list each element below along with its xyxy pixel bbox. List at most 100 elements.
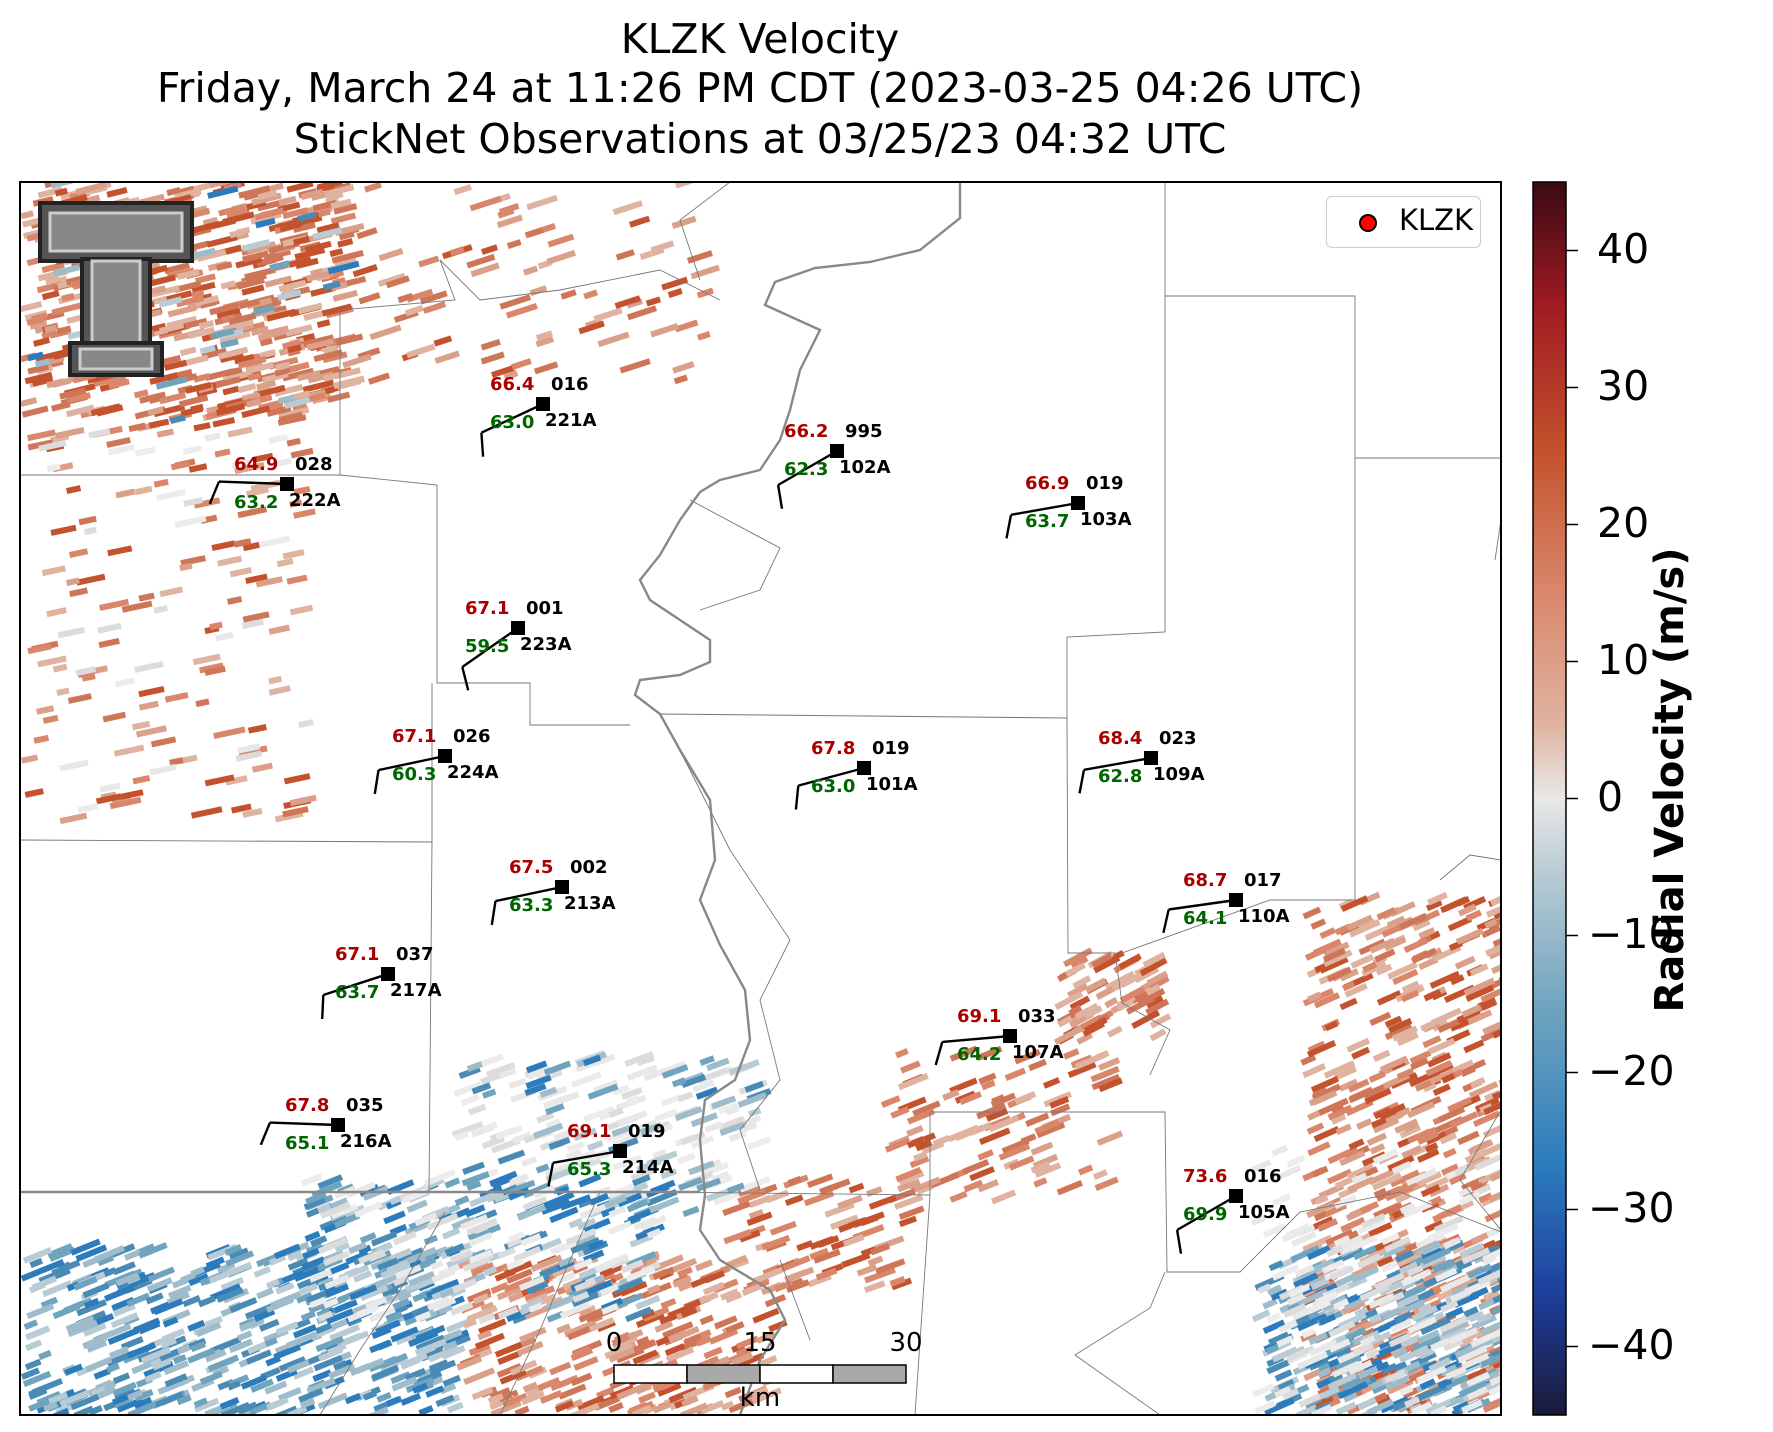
radar-gate (36, 705, 55, 715)
radar-gate (1346, 1037, 1371, 1053)
radar-gate (314, 1322, 333, 1335)
station-dewpoint: 62.3 (784, 459, 828, 480)
radar-gate (1459, 1242, 1485, 1259)
radar-gate (626, 1198, 649, 1213)
radar-gate (52, 264, 80, 277)
radar-gate (449, 246, 465, 257)
radar-gate (1440, 1300, 1459, 1313)
radar-gate (1271, 1164, 1302, 1183)
radar-gate (1094, 1176, 1119, 1191)
radar-gate (583, 289, 598, 300)
radar-gate (368, 372, 391, 385)
radar-gate (162, 354, 182, 365)
radar-gate (490, 1399, 522, 1415)
radar-gate (215, 403, 246, 416)
station-marker-icon (331, 1118, 345, 1132)
radar-gate (235, 750, 262, 762)
radar-gate (718, 1115, 746, 1131)
radar-gate (1403, 1369, 1428, 1385)
radar-gate (547, 233, 575, 248)
radar-gate (1327, 1104, 1353, 1121)
radar-gate (642, 1306, 670, 1322)
radar-gate (85, 1356, 113, 1373)
radar-gate (1432, 1204, 1463, 1223)
radar-gate (567, 1324, 596, 1341)
station-marker-icon (1144, 751, 1158, 765)
radar-gate (636, 1054, 655, 1067)
radar-gate (505, 303, 538, 319)
radar-gate (632, 1349, 659, 1365)
radar-gate (739, 1229, 761, 1243)
radar-gate (77, 803, 99, 814)
radar-gate (115, 488, 136, 499)
radar-gate (1294, 1264, 1315, 1278)
radar-gate (570, 1237, 601, 1254)
radar-gate (275, 1321, 299, 1336)
radar-gate (784, 1266, 815, 1283)
radar-gate (1301, 1328, 1316, 1339)
radar-gate (1347, 1078, 1370, 1093)
radar-gate (578, 1307, 605, 1323)
station-temperature: 68.4 (1098, 728, 1142, 749)
radar-gate (1479, 1103, 1493, 1114)
radar-gate (1054, 990, 1084, 1010)
radar-gate (108, 378, 130, 390)
radar-gate (190, 247, 217, 260)
radar-gate (1398, 1385, 1414, 1397)
radar-gate (1104, 970, 1136, 991)
radar-gate (1323, 941, 1350, 958)
radar-gate (1405, 1167, 1438, 1187)
radar-gate (1480, 987, 1501, 1003)
radar-gate (521, 1156, 537, 1167)
radar-gate (533, 361, 559, 375)
radar-gate (419, 290, 448, 305)
radar-gate (126, 1342, 157, 1359)
radar-gate (1489, 1166, 1501, 1182)
radar-gate (113, 1303, 136, 1317)
radar-gate (1453, 1164, 1470, 1176)
radar-gate (514, 1405, 530, 1415)
radar-gate (1448, 1327, 1479, 1345)
radar-gate (1298, 1393, 1322, 1408)
radar-gate (206, 234, 238, 248)
radar-gate (674, 319, 699, 333)
radar-gate (31, 1377, 64, 1396)
radar-gate (150, 736, 177, 748)
radar-gate (169, 414, 186, 425)
station-pressure: 019 (628, 1121, 666, 1142)
radar-gate (1323, 1060, 1356, 1079)
radar-gate (1467, 1139, 1494, 1156)
radar-gate (1266, 1312, 1282, 1324)
radar-gate (1306, 1245, 1331, 1261)
radar-gate (241, 239, 271, 252)
radar-gate (21, 217, 42, 228)
radar-gate (292, 1366, 315, 1380)
station-dewpoint: 60.3 (392, 764, 436, 785)
radar-gate (1453, 1292, 1479, 1308)
radar-gate (1381, 1362, 1398, 1375)
radar-gate (287, 344, 302, 354)
station-dewpoint: 59.5 (465, 636, 509, 657)
radar-gate (144, 1371, 162, 1383)
radar-gate (362, 1390, 378, 1401)
radar-gate (1308, 1357, 1330, 1371)
radar-gate (1399, 1202, 1416, 1214)
radar-gate (315, 1335, 345, 1353)
radar-gate (308, 1268, 333, 1283)
radar-gate (507, 1230, 526, 1243)
radar-gate (720, 1400, 735, 1411)
station-pressure: 019 (872, 738, 910, 759)
radar-gate (35, 348, 68, 363)
radar-gate (352, 263, 378, 278)
wind-barb-flag (208, 481, 221, 505)
radar-gate (617, 1110, 648, 1127)
radar-gate (1438, 1106, 1466, 1123)
radar-gate (1330, 1113, 1347, 1125)
radar-gate (726, 1254, 748, 1269)
radar-gate (1094, 949, 1125, 970)
radar-gate (306, 338, 334, 351)
radar-gate (639, 1122, 663, 1136)
radar-gate (539, 1086, 558, 1099)
radar-gate (1268, 1260, 1284, 1272)
